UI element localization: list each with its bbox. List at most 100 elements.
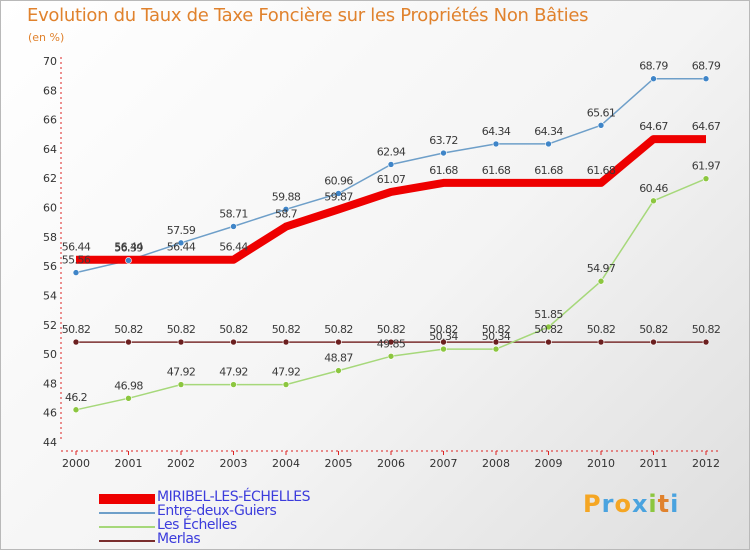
x-tick-label: 2010 [587,457,615,470]
data-label: 50.34 [482,330,511,343]
y-tick-label: 64 [43,143,57,156]
data-label: 50.82 [587,323,616,336]
data-label: 50.82 [324,323,353,336]
data-point [177,239,185,247]
data-label: 50.82 [272,323,301,336]
data-point [282,338,290,346]
data-label: 64.67 [692,120,721,133]
data-point [335,367,342,374]
data-point [335,190,342,197]
data-point [177,338,185,346]
data-label: 50.82 [114,323,143,336]
x-tick-label: 2005 [325,457,353,470]
data-point [650,338,657,346]
x-tick-label: 2008 [482,457,510,470]
data-label: 50.82 [429,323,458,336]
legend-label: MIRIBEL-LES-ÉCHELLES [157,489,311,505]
chart-title: Evolution du Taux de Taxe Foncière sur l… [27,5,589,26]
logo-letter: x [631,490,649,518]
data-label: 61.68 [534,164,563,177]
data-point [125,395,132,402]
data-point [597,277,605,285]
data-label: 50.82 [692,323,721,336]
data-point [282,205,290,213]
data-label: 64.34 [482,125,511,138]
series-line-0 [76,135,706,264]
y-tick-label: 66 [43,114,57,127]
data-point [387,352,395,360]
data-point [545,323,552,331]
data-label: 61.97 [692,160,721,173]
data-point [125,257,132,264]
data-point [702,175,710,182]
data-label: 46.98 [114,379,143,392]
data-point [440,338,447,346]
legend-swatch [99,494,155,504]
y-tick-label: 62 [43,172,57,185]
data-point [492,345,500,353]
chart-data-labels: 50.82 50.82 50.82 50.82 50.82 50.82 50.82 50.82… [62,60,722,404]
logo-letter: P [583,490,602,518]
x-tick-label: 2011 [640,457,668,470]
y-tick-label: 48 [43,377,57,390]
data-point [177,381,185,388]
data-label: 61.07 [377,173,406,186]
data-label: 50.34 [429,330,458,343]
y-tick-label: 70 [43,55,57,68]
y-tick-label: 50 [43,348,57,361]
y-tick-label: 52 [43,319,57,332]
data-point [282,381,290,388]
data-label: 61.68 [587,164,616,177]
data-point [545,338,552,346]
data-label: 58.71 [219,207,248,220]
data-label: 55.56 [62,254,91,267]
data-point [440,345,447,353]
x-tick-label: 2006 [377,457,405,470]
x-tick-label: 2001 [115,457,143,470]
legend-label: Entre-deux-Guiers [157,503,277,519]
data-label: 50.82 [534,323,563,336]
data-point [72,406,80,414]
data-label: 50.82 [62,323,91,336]
data-label: 60.96 [324,174,353,187]
chart-axes [60,57,721,452]
data-label: 59.87 [324,190,353,203]
data-label: 56.39 [114,241,143,254]
logo-letter: i [648,490,658,518]
x-tick-label: 2000 [62,457,90,470]
data-point [230,223,237,230]
x-tick-label: 2009 [535,457,563,470]
data-point [545,140,552,148]
data-point [492,338,500,346]
legend-label: Merlas [157,531,201,547]
data-point [597,338,605,346]
data-label: 48.87 [324,352,353,365]
data-point [230,338,237,346]
data-label: 57.59 [167,224,196,237]
data-label: 56.44 [62,241,91,254]
data-label: 65.61 [587,106,616,119]
data-label: 47.92 [167,366,196,379]
data-point [387,161,395,168]
chart-ticks: 44 46 48 50 52 54 56 58 60 62 64 66 68 70 2000 2001 2002… [43,55,720,470]
data-label: 54.97 [587,262,616,275]
proxiti-logo: Proxiti [583,490,679,518]
data-label: 58.7 [275,208,298,221]
x-tick-label: 2007 [430,457,458,470]
data-label: 62.94 [377,145,406,158]
data-label: 49.85 [377,337,406,350]
data-point [702,338,710,346]
data-label: 46.2 [65,391,87,404]
unit-label: (en %) [28,31,65,44]
legend-swatch [99,512,155,514]
data-label: 56.44 [167,241,196,254]
data-label: 68.79 [639,60,668,73]
logo-letter: i [670,490,680,518]
data-point [230,381,237,388]
data-label: 63.72 [429,134,458,147]
legend-label: Les Échelles [157,517,237,533]
y-tick-label: 60 [43,202,57,215]
legend-swatch [99,540,155,542]
